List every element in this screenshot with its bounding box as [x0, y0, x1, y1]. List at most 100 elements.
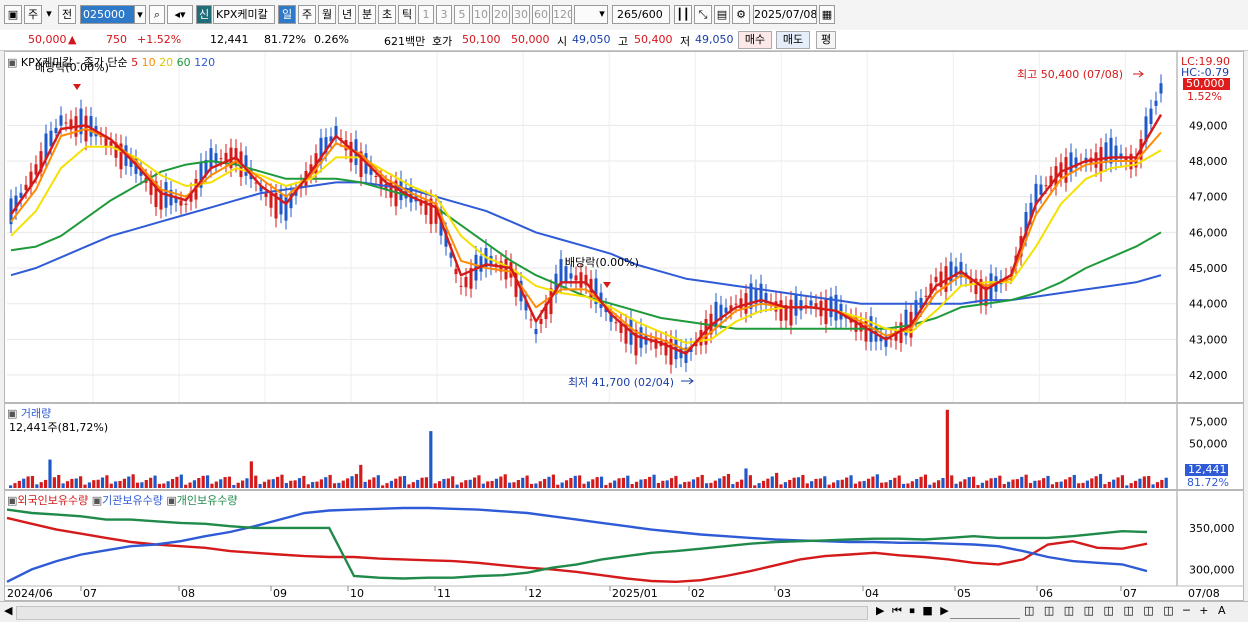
volume-bar: [455, 484, 459, 488]
settings-gear-icon[interactable]: ⚙: [732, 5, 750, 24]
date-input[interactable]: 2025/07/08: [753, 5, 817, 24]
volume-bar: [319, 479, 323, 488]
volume-bar: [993, 477, 998, 488]
playback-controls[interactable]: ▶ ⏮ ⏹ ■ ▶: [876, 604, 951, 617]
volume-bar: [740, 479, 744, 488]
sell-button[interactable]: 매도: [776, 31, 810, 49]
interval-5-button[interactable]: 5: [454, 5, 470, 24]
period-tick-button[interactable]: 틱: [398, 5, 416, 24]
volume-bar: [144, 480, 148, 488]
month-tick-label: 11: [437, 587, 451, 600]
interval-10-button[interactable]: 10: [472, 5, 490, 24]
interval-120-button[interactable]: 120: [552, 5, 572, 24]
interval-1-button[interactable]: 1: [418, 5, 434, 24]
buy-button[interactable]: 매수: [738, 31, 772, 49]
volume-bar: [1107, 481, 1111, 488]
legend-box-icon: ▣: [7, 56, 18, 69]
volume-bar: [1020, 476, 1024, 488]
interval-input[interactable]: [574, 5, 608, 24]
candle-body: [214, 153, 218, 164]
prev-button[interactable]: 전: [58, 5, 76, 24]
volume-chart-pane[interactable]: 50,000 75,000 ▣ 거래량 12,441주(81,72%) 12,44…: [4, 403, 1244, 490]
period-minute-button[interactable]: 분: [358, 5, 376, 24]
stock-code-input[interactable]: 025000: [80, 5, 136, 24]
volume-bar: [170, 479, 175, 488]
candle-type-icon[interactable]: ┃┃: [674, 5, 692, 24]
period-type-dropdown-icon[interactable]: ▾: [46, 7, 52, 20]
candle-body: [269, 192, 273, 208]
scroll-left-icon[interactable]: ◀: [4, 604, 13, 617]
candle-body: [794, 295, 798, 316]
candle-body: [139, 170, 143, 176]
interval-20-button[interactable]: 20: [492, 5, 510, 24]
volume-bar: [473, 477, 477, 488]
volume-bar: [709, 482, 713, 488]
holdings-chart-pane[interactable]: 300,000 350,000 2024/06 07 08 09 10 11 12 2025/01…: [4, 490, 1244, 601]
period-year-button[interactable]: 년: [338, 5, 356, 24]
volume-bar: [166, 481, 170, 488]
calendar-icon[interactable]: ▦: [819, 5, 835, 24]
candle-body: [1124, 156, 1128, 162]
volume-chart: 50,000 75,000: [9, 404, 1228, 489]
volume-bar: [687, 481, 691, 488]
candle-body: [1109, 137, 1113, 164]
save-icon[interactable]: ▤: [714, 5, 730, 24]
period-week-button[interactable]: 주: [298, 5, 316, 24]
bid-price: 50,100: [462, 33, 501, 46]
scroll-track[interactable]: [16, 606, 868, 620]
volume-bar: [1068, 477, 1072, 488]
new-button[interactable]: 신: [196, 5, 212, 24]
period-month-button[interactable]: 월: [318, 5, 336, 24]
draw-tool-icon[interactable]: ⤡: [694, 5, 712, 24]
interval-60-button[interactable]: 60: [532, 5, 550, 24]
volume-bar: [757, 483, 761, 488]
volume-bar: [359, 464, 363, 488]
candle-body: [984, 285, 988, 306]
interval-3-button[interactable]: 3: [436, 5, 452, 24]
count-input[interactable]: 265: [612, 5, 638, 24]
interval-dropdown-icon[interactable]: ▾: [599, 7, 605, 20]
eval-button[interactable]: 평: [816, 31, 836, 49]
volume-bar: [831, 482, 836, 488]
sound-icon[interactable]: ◂▾: [167, 5, 193, 24]
candle-body: [1104, 142, 1108, 164]
volume-bar: [490, 480, 494, 488]
month-tick-label: 07/08: [1188, 587, 1220, 600]
stock-name-field[interactable]: KPX케미칼: [213, 5, 275, 24]
volume-bar: [17, 480, 21, 488]
volume-bar: [100, 477, 105, 488]
individual-holding-label: 개인보유수량: [176, 494, 238, 507]
candle-body: [854, 316, 858, 332]
dividend-marker-2: [603, 282, 611, 288]
volume-bar: [48, 459, 52, 488]
volume-bar: [197, 478, 201, 488]
period-second-button[interactable]: 초: [378, 5, 396, 24]
low-price: 49,050: [695, 33, 734, 46]
candle-body: [184, 203, 188, 205]
price-chart-pane[interactable]: 42,000 43,000 44,000 45,000 46,000 47,000 48,0…: [4, 51, 1244, 403]
period-type-select[interactable]: 주: [24, 5, 42, 24]
code-dropdown-icon[interactable]: ▾: [134, 5, 146, 24]
volume-bar: [718, 478, 722, 488]
interval-30-button[interactable]: 30: [512, 5, 530, 24]
volume-bar: [639, 479, 643, 488]
zoom-slider[interactable]: [950, 606, 1020, 619]
candle-body: [1029, 202, 1033, 219]
chart-menu-icon[interactable]: ▣: [4, 5, 22, 24]
period-day-button[interactable]: 일: [278, 5, 296, 24]
volume-bar: [525, 475, 529, 488]
volume-bar: [1077, 483, 1081, 488]
bottom-scrollbar[interactable]: ◀ ▶ ⏮ ⏹ ■ ▶ ◫ ◫ ◫ ◫ ◫ ◫ ◫ ◫ ─ + A: [0, 601, 1248, 622]
candle-body: [594, 278, 598, 305]
volume-bar: [972, 476, 976, 488]
volume-bar: [92, 480, 96, 488]
volume-bar: [1033, 480, 1037, 488]
candle-body: [379, 177, 383, 188]
tool-icons[interactable]: ◫ ◫ ◫ ◫ ◫ ◫ ◫ ◫ ─ + A: [1024, 604, 1229, 617]
volume-bar: [341, 480, 345, 488]
search-icon[interactable]: ⌕: [149, 5, 165, 24]
candle-body: [789, 299, 793, 326]
dividend-label-1: 배당락(0.00%): [35, 61, 109, 74]
candle-body: [1134, 157, 1138, 168]
candle-body: [614, 322, 618, 324]
